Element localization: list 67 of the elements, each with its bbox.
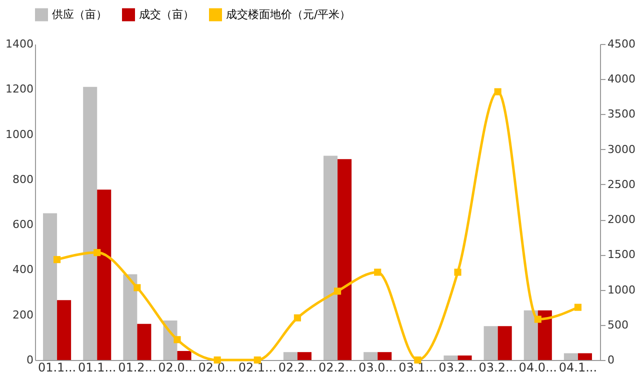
x-tick-label: 03.0... <box>358 360 397 374</box>
bar <box>578 353 592 360</box>
point <box>294 314 301 322</box>
legend-label: 成交（亩） <box>139 8 194 21</box>
y2-tick-label: 1000 <box>608 283 636 296</box>
bar <box>297 352 312 360</box>
y2-tick-label: 3500 <box>608 108 636 121</box>
y-tick-label: 400 <box>12 263 34 276</box>
legend-label: 成交楼面地价（元/平米） <box>226 8 351 21</box>
bar <box>97 190 112 360</box>
bar <box>564 353 578 360</box>
bar <box>123 274 138 360</box>
point <box>54 256 61 264</box>
point <box>494 88 502 96</box>
point <box>334 288 342 295</box>
y-tick-label: 1200 <box>6 82 34 96</box>
bar <box>324 156 338 360</box>
bar <box>378 352 392 360</box>
bar <box>364 352 378 360</box>
x-tick-label: 02.0... <box>198 360 236 374</box>
x-tick-label: 02.0... <box>158 360 196 374</box>
point <box>94 249 101 256</box>
y2-tick-label: 3000 <box>608 142 636 156</box>
y-tick-label: 600 <box>12 218 34 232</box>
x-tick-label: 01.1... <box>38 360 76 374</box>
point <box>174 336 181 344</box>
y2-tick-label: 2000 <box>608 213 636 226</box>
y-tick-label: 0 <box>26 354 34 366</box>
bar <box>458 355 472 360</box>
x-tick-label: 01.2... <box>118 360 156 374</box>
bar <box>498 326 512 360</box>
y2-tick-label: 0 <box>608 354 614 366</box>
point <box>574 304 582 311</box>
x-tick-label: 03.2... <box>478 360 517 374</box>
bar <box>538 310 552 360</box>
point <box>374 268 382 276</box>
y2-tick-label: 2500 <box>608 178 636 191</box>
legend-label: 供应（亩） <box>52 8 107 21</box>
bar <box>283 352 298 360</box>
bar <box>484 326 498 360</box>
bar <box>57 300 72 360</box>
y-tick-label: 1400 <box>6 38 34 50</box>
x-tick-label: 03.2... <box>438 360 477 374</box>
bar <box>177 350 192 360</box>
y2-tick-label: 500 <box>608 318 628 332</box>
bar <box>83 86 98 360</box>
y-tick-label: 800 <box>12 172 34 186</box>
x-tick-label: 04.1... <box>558 360 598 374</box>
bar <box>444 355 458 360</box>
x-tick-label: 01.1... <box>78 360 116 374</box>
y-tick-label: 1000 <box>6 128 34 141</box>
x-tick-label: 02.1... <box>238 360 276 374</box>
bar <box>524 310 538 360</box>
x-tick-label: 03.1... <box>398 360 437 374</box>
point <box>534 316 542 323</box>
x-tick-label: 04.0... <box>518 360 557 374</box>
bar <box>137 324 152 360</box>
x-tick-label: 02.2... <box>318 360 357 374</box>
x-tick-label: 02.2... <box>278 360 317 374</box>
y-tick-label: 200 <box>12 308 34 322</box>
bar <box>43 213 58 360</box>
y2-tick-label: 4500 <box>608 38 636 50</box>
y2-tick-label: 4000 <box>608 72 636 86</box>
bar <box>338 159 352 360</box>
point <box>454 268 462 276</box>
point <box>134 284 141 292</box>
y2-tick-label: 1500 <box>608 248 636 262</box>
